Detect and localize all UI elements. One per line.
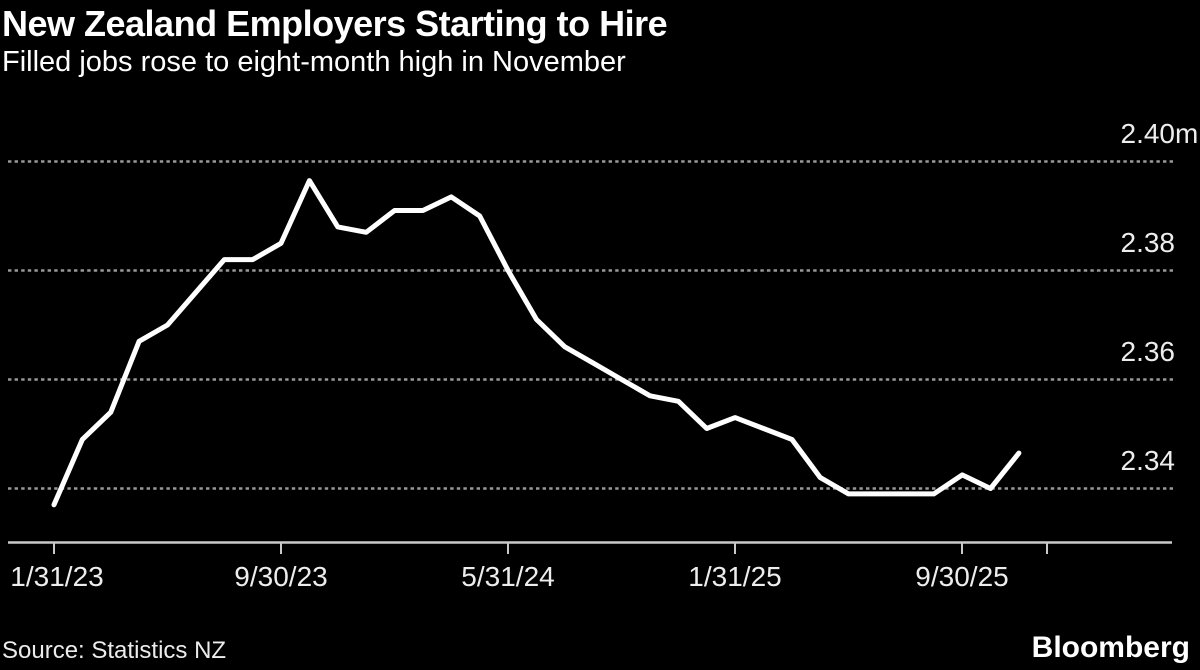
x-axis-label: 9/30/25 [915, 561, 1009, 592]
y-axis-label-value: 2.36 [1120, 336, 1176, 367]
x-axis-label: 1/31/25 [688, 561, 782, 592]
x-axis-label: 5/31/24 [461, 561, 555, 592]
y-axis-label-value: 2.34 [1120, 445, 1176, 476]
y-axis-label: 2.34 [1121, 444, 1176, 478]
y-axis-label-value: 2.40 [1120, 118, 1176, 149]
y-axis-label: 2.38 [1121, 226, 1176, 260]
x-axis-ticks [53, 543, 1048, 554]
source-label: Source: Statistics NZ [2, 637, 227, 664]
filled-jobs-line [51, 178, 1022, 508]
y-gridlines [8, 160, 1176, 490]
page-title: New Zealand Employers Starting to Hire [2, 3, 668, 44]
y-axis-label-value: 2.38 [1120, 227, 1176, 258]
y-axis-label: 2.36 [1121, 335, 1176, 369]
page-subtitle: Filled jobs rose to eight-month high in … [2, 46, 626, 78]
bloomberg-logo: Bloomberg [1031, 631, 1190, 664]
y-axis-unit-suffix: m [1175, 118, 1199, 149]
x-axis-label: 1/31/23 [10, 561, 104, 592]
x-axis-label: 9/30/23 [234, 561, 328, 592]
y-axis-label: 2.40 m [1120, 117, 1199, 151]
